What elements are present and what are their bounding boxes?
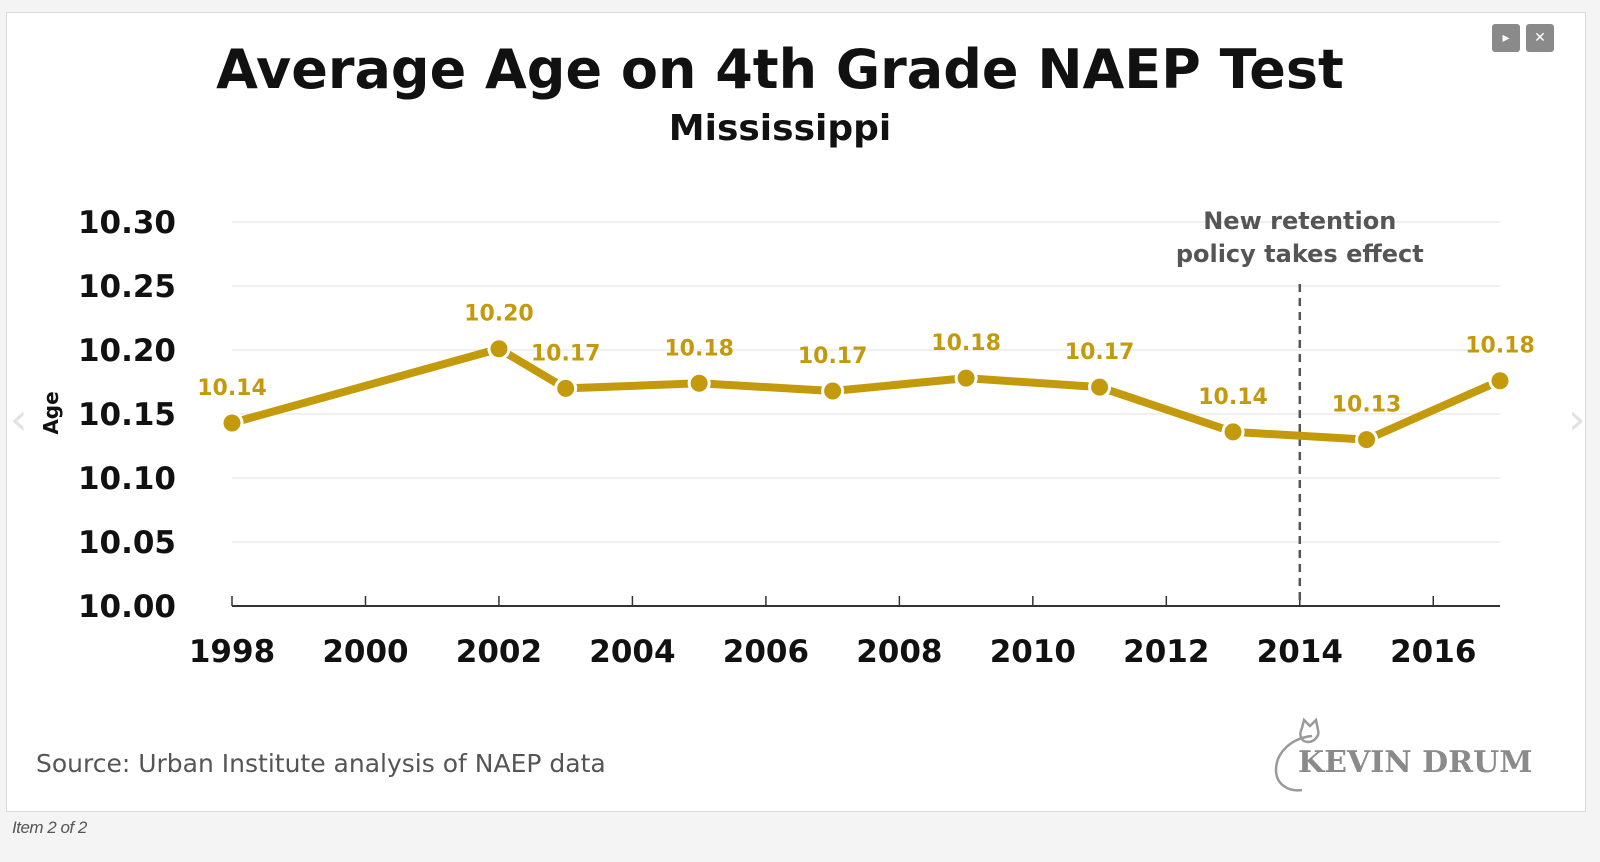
data-label: 10.20 bbox=[464, 302, 534, 327]
y-tick-label: 10.30 bbox=[78, 205, 176, 241]
annotation-line-2: policy takes effect bbox=[1176, 240, 1424, 268]
y-tick-label: 10.00 bbox=[78, 589, 176, 625]
annotation: New retention policy takes effect bbox=[1176, 207, 1424, 606]
play-icon: ▸ bbox=[1502, 30, 1510, 46]
x-tick-label: 2006 bbox=[723, 634, 809, 670]
data-point bbox=[687, 371, 711, 395]
x-tick-label: 2010 bbox=[990, 634, 1076, 670]
x-tick-label: 2004 bbox=[589, 634, 675, 670]
data-label: 10.14 bbox=[1198, 385, 1268, 410]
data-label: 10.13 bbox=[1332, 393, 1402, 418]
y-tick-label: 10.25 bbox=[78, 269, 176, 305]
chart-title: Average Age on 4th Grade NAEP Test bbox=[216, 38, 1344, 101]
x-tick-label: 2012 bbox=[1123, 634, 1209, 670]
data-label: 10.17 bbox=[1065, 340, 1135, 365]
play-button[interactable]: ▸ bbox=[1492, 24, 1520, 52]
chevron-left-icon: ‹ bbox=[10, 394, 28, 445]
x-tick-label: 1998 bbox=[189, 634, 275, 670]
data-point bbox=[220, 411, 244, 435]
y-axis-label: Age bbox=[39, 391, 63, 434]
x-tick-label: 2014 bbox=[1257, 634, 1343, 670]
x-tick-label: 2002 bbox=[456, 634, 542, 670]
y-tick-label: 10.20 bbox=[78, 333, 176, 369]
data-label: 10.18 bbox=[931, 331, 1001, 356]
x-tick-label: 2016 bbox=[1390, 634, 1476, 670]
axes: 10.00 10.05 10.10 10.15 10.20 10.25 10.30 1998 2… bbox=[78, 205, 1500, 670]
data-point bbox=[954, 366, 978, 390]
cat-logo-icon bbox=[1274, 717, 1320, 792]
data-point bbox=[1488, 369, 1512, 393]
series-line bbox=[228, 344, 1504, 444]
data-label: 10.18 bbox=[664, 336, 734, 361]
data-label: 10.17 bbox=[798, 344, 868, 369]
close-button[interactable]: ✕ bbox=[1526, 24, 1554, 52]
y-tick-label: 10.05 bbox=[78, 525, 176, 561]
y-tick-label: 10.10 bbox=[78, 461, 176, 497]
data-label: 10.18 bbox=[1465, 334, 1535, 359]
data-point bbox=[554, 376, 578, 400]
data-point bbox=[821, 379, 845, 403]
data-point bbox=[1088, 375, 1112, 399]
data-label: 10.17 bbox=[531, 341, 601, 366]
grid-lines bbox=[232, 221, 1500, 543]
item-caption: Item 2 of 2 bbox=[12, 818, 87, 837]
annotation-line-1: New retention bbox=[1203, 207, 1396, 235]
y-tick-label: 10.15 bbox=[78, 397, 176, 433]
chart-subtitle: Mississippi bbox=[669, 108, 891, 149]
next-arrow[interactable]: › bbox=[1568, 398, 1586, 442]
data-point bbox=[1355, 428, 1379, 452]
brand-logo: KEVIN DRUM bbox=[1274, 717, 1532, 792]
close-icon: ✕ bbox=[1534, 30, 1546, 46]
chevron-right-icon: › bbox=[1568, 394, 1586, 445]
prev-arrow[interactable]: ‹ bbox=[10, 398, 28, 442]
brand-name: KEVIN DRUM bbox=[1298, 745, 1532, 780]
data-point bbox=[487, 337, 511, 361]
series-layer: 10.14 10.20 10.17 10.18 10.17 10.18 10.17 10.14… bbox=[197, 302, 1535, 452]
data-point bbox=[1221, 420, 1245, 444]
data-label: 10.14 bbox=[197, 376, 267, 401]
x-tick-label: 2008 bbox=[856, 634, 942, 670]
source-note: Source: Urban Institute analysis of NAEP… bbox=[36, 749, 606, 778]
x-tick-label: 2000 bbox=[322, 634, 408, 670]
